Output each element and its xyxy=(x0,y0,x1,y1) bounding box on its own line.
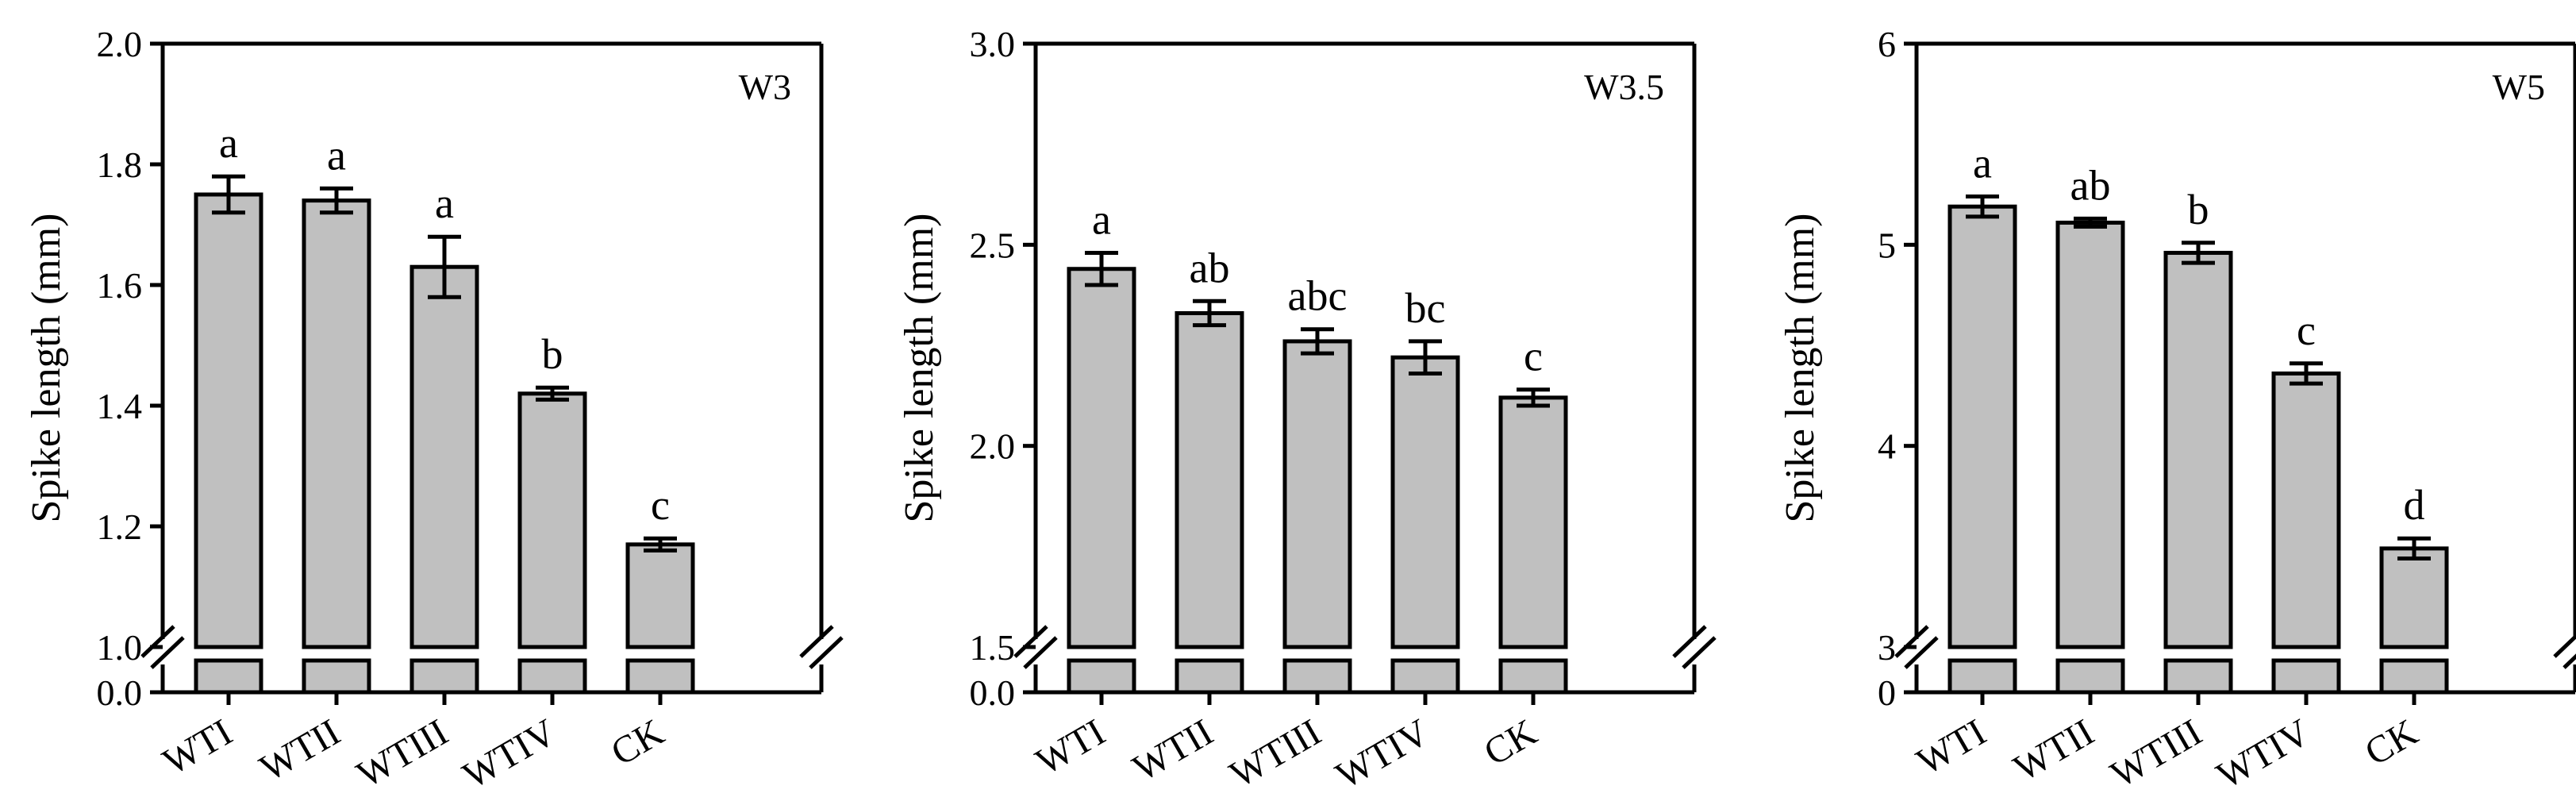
significance-letter: b xyxy=(2188,186,2209,233)
x-tick-label: CK xyxy=(1477,711,1544,773)
y-tick-label-zero: 0 xyxy=(1878,672,1896,713)
x-tick-label: WTIII xyxy=(2104,711,2209,796)
bar-stub xyxy=(2271,658,2341,695)
bar-stub xyxy=(409,658,479,695)
significance-letter: c xyxy=(1524,333,1543,380)
axis-break-mark xyxy=(809,636,844,669)
x-tick-label: CK xyxy=(2358,711,2425,773)
significance-letter: d xyxy=(2404,481,2425,529)
y-tick-label: 2.0 xyxy=(970,426,1016,467)
axis-break-mark xyxy=(1682,636,1717,669)
axis-break-mark xyxy=(799,625,834,658)
axis-break-mark xyxy=(2553,633,2576,658)
y-tick-label: 2.0 xyxy=(97,24,143,64)
axis-break-mark xyxy=(1894,625,1929,658)
y-tick-label: 3 xyxy=(1878,627,1896,668)
bar xyxy=(194,192,263,649)
bar xyxy=(2055,220,2125,649)
bar-stub xyxy=(302,658,371,695)
panel-label: W3 xyxy=(739,67,791,107)
y-tick-label: 1.5 xyxy=(970,627,1016,668)
bar xyxy=(1390,355,1460,649)
y-tick-label: 1.4 xyxy=(97,386,143,426)
bar-stub xyxy=(1390,658,1460,695)
y-tick-label-zero: 0.0 xyxy=(970,672,1016,713)
axis-break-mark xyxy=(140,625,175,658)
bar-stub xyxy=(1947,658,2017,695)
axis-break-mark xyxy=(1672,625,1707,658)
significance-letter: a xyxy=(327,131,346,179)
y-tick-label: 1.0 xyxy=(97,627,143,668)
bar-stub xyxy=(1067,658,1136,695)
x-tick-label: WTIII xyxy=(1223,711,1328,796)
y-axis-title: Spike length (mm) xyxy=(24,214,69,523)
bar xyxy=(517,391,587,649)
x-tick-label: WTIV xyxy=(1329,711,1436,797)
x-tick-label: WTI xyxy=(156,711,240,784)
significance-letter: a xyxy=(219,119,238,167)
x-tick-label: WTII xyxy=(1126,711,1221,790)
axis-break-mark xyxy=(1023,636,1058,669)
bar xyxy=(1067,267,1136,649)
chart-panel-w3: 1.0 1.2 1.4 1.6 1.8 2.0 0.0 Spike length (mm) W3… xyxy=(24,24,845,797)
y-tick-label: 2.5 xyxy=(970,225,1016,265)
x-tick-label: WTI xyxy=(1910,711,1994,784)
x-tick-label: WTII xyxy=(2007,711,2101,790)
x-tick-label: WTIV xyxy=(456,711,563,797)
x-tick-label: WTIV xyxy=(2210,711,2317,797)
y-axis-title: Spike length (mm) xyxy=(1778,214,1823,523)
y-tick-label: 1.8 xyxy=(97,144,143,185)
significance-letter: a xyxy=(1092,195,1111,243)
y-axis-title: Spike length (mm) xyxy=(897,214,942,523)
axis-break-mark xyxy=(1904,636,1939,669)
bar xyxy=(2163,250,2233,649)
bar xyxy=(2379,546,2449,649)
x-tick-label: WTII xyxy=(253,711,348,790)
bar xyxy=(1282,339,1352,649)
significance-letter: ab xyxy=(2070,161,2111,209)
y-tick-label: 4 xyxy=(1878,426,1896,467)
significance-letter: a xyxy=(1973,140,1992,187)
bar-stub xyxy=(1498,658,1568,695)
bar-stub xyxy=(517,658,587,695)
y-tick-label: 1.6 xyxy=(97,265,143,306)
bar xyxy=(1947,204,2017,649)
panel-label: W5 xyxy=(2493,67,2545,107)
chart-panel-w5: 3 4 5 6 0 Spike length (mm) W5 a WTI ab WTII b WTIII… xyxy=(1778,24,2576,797)
y-tick-label-zero: 0.0 xyxy=(97,672,143,713)
bar-stub xyxy=(194,658,263,695)
y-tick-label: 1.2 xyxy=(97,506,143,547)
significance-letter: c xyxy=(651,481,670,529)
bar-stub xyxy=(2055,658,2125,695)
significance-letter: abc xyxy=(1288,272,1348,320)
axis-break-mark xyxy=(2563,653,2576,669)
x-tick-label: CK xyxy=(604,711,671,773)
bar-stub xyxy=(1175,658,1244,695)
panel-label: W3.5 xyxy=(1584,67,1664,107)
x-tick-label: WTI xyxy=(1029,711,1113,784)
axis-break-mark xyxy=(1013,625,1048,658)
significance-letter: ab xyxy=(1190,244,1230,291)
significance-letter: a xyxy=(435,179,454,227)
bar-stub xyxy=(625,658,695,695)
bar xyxy=(1498,395,1568,649)
axis-break-mark xyxy=(150,636,185,669)
bar xyxy=(2271,371,2341,649)
chart-panel-w3-5: 1.5 2.0 2.5 3.0 0.0 Spike length (mm) W3.5 a WTI… xyxy=(897,24,1718,797)
significance-letter: b xyxy=(542,330,563,378)
significance-letter: bc xyxy=(1405,284,1446,332)
bar xyxy=(625,542,695,649)
bar xyxy=(302,198,371,649)
x-tick-label: WTIII xyxy=(350,711,456,796)
bar-stub xyxy=(2163,658,2233,695)
y-tick-label: 6 xyxy=(1878,24,1896,64)
bar-stub xyxy=(1282,658,1352,695)
bar xyxy=(409,264,479,649)
y-tick-label: 5 xyxy=(1878,225,1896,265)
y-tick-label: 3.0 xyxy=(970,24,1016,64)
bar-stub xyxy=(2379,658,2449,695)
significance-letter: c xyxy=(2297,306,2316,354)
bar xyxy=(1175,310,1244,649)
